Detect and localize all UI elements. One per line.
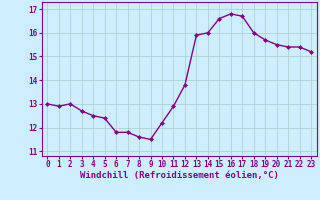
- X-axis label: Windchill (Refroidissement éolien,°C): Windchill (Refroidissement éolien,°C): [80, 171, 279, 180]
